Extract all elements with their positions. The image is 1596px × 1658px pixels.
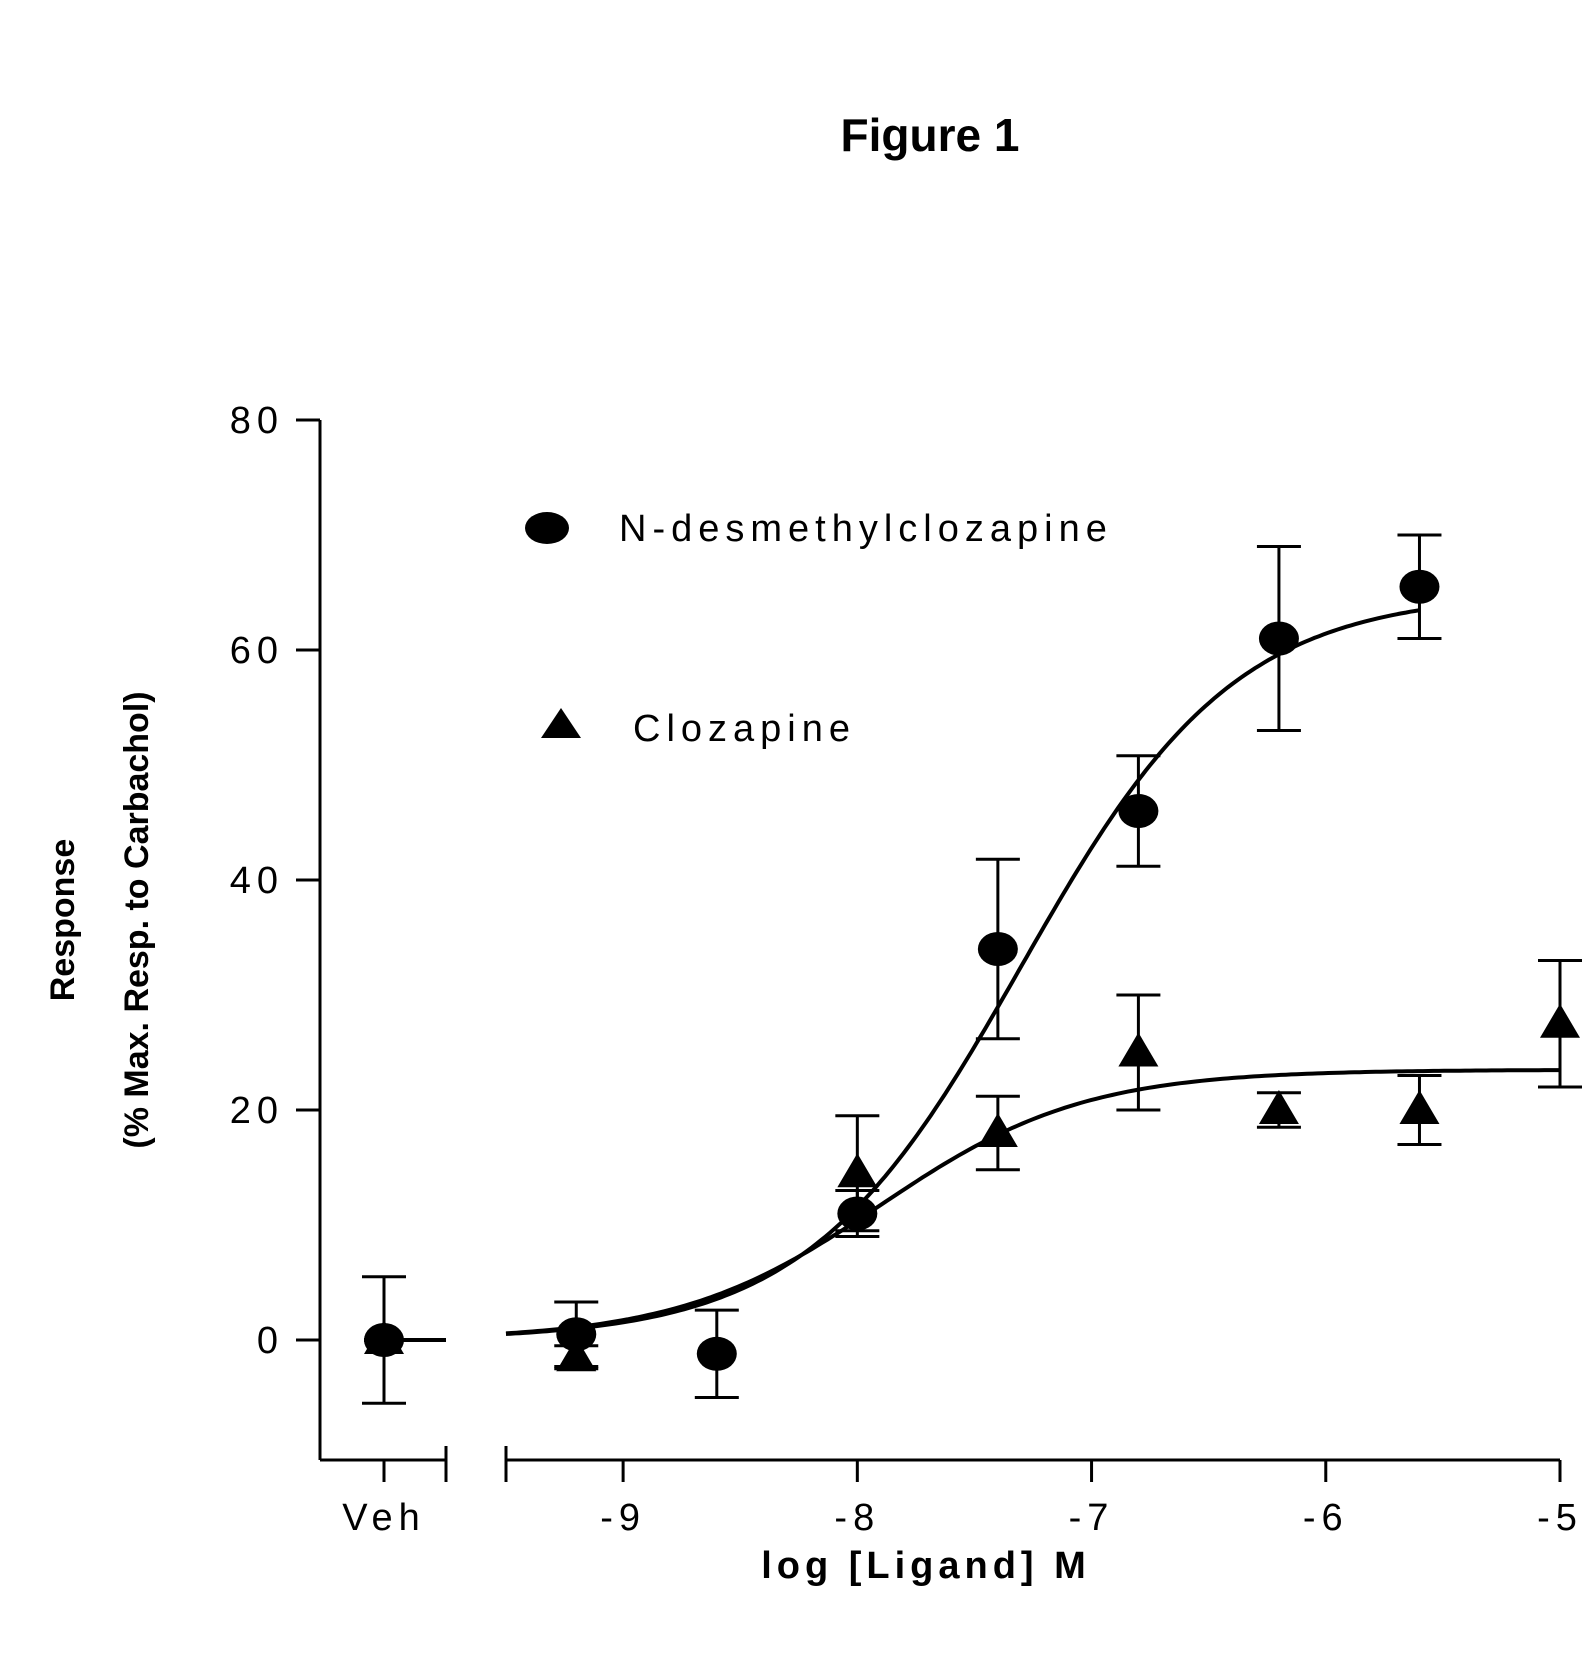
y-axis-title: Response — [44, 839, 82, 1002]
axes: 0 20 40 60 80 Veh -9 -8 -7 -6 -5 — [230, 400, 1583, 1539]
data-point-triangle — [1540, 1003, 1580, 1038]
legend: N-desmethylclozapine Clozapine — [525, 508, 1113, 750]
data-point-triangle — [977, 1113, 1018, 1147]
x-tick-label: -6 — [1303, 1497, 1349, 1539]
x-tick-label-veh: Veh — [342, 1497, 426, 1539]
y-axis-title-sub: (% Max. Resp. to Carbachol) — [118, 691, 156, 1148]
data-point-triangle — [1118, 1032, 1159, 1067]
data-point-circle — [1118, 794, 1159, 828]
x-tick-label: -8 — [834, 1497, 880, 1539]
y-tick-label: 0 — [257, 1320, 284, 1362]
data-point-triangle — [1258, 1090, 1299, 1124]
x-axis-title: log [Ligand] M — [761, 1545, 1091, 1587]
fit-curves — [364, 608, 1560, 1342]
fit-curve-clozapine — [505, 1068, 1560, 1336]
data-point-triangle — [837, 1153, 878, 1188]
data-point-circle — [696, 1336, 737, 1371]
data-point-triangle — [1399, 1090, 1440, 1124]
x-tick-label: -7 — [1069, 1497, 1115, 1539]
y-tick-label: 40 — [230, 860, 284, 902]
y-tick-label: 80 — [230, 400, 284, 442]
data-point-triangle — [364, 1320, 404, 1354]
data-point-circle — [556, 1317, 597, 1352]
x-tick-label: -5 — [1537, 1497, 1583, 1539]
legend-label: N-desmethylclozapine — [619, 508, 1113, 550]
legend-label: Clozapine — [633, 708, 856, 750]
fit-curve-n-desmethylclozapine — [505, 608, 1420, 1336]
legend-marker-circle — [525, 512, 569, 544]
data-point-circle — [1258, 621, 1299, 656]
x-tick-label: -9 — [600, 1497, 646, 1539]
legend-marker-triangle — [541, 708, 581, 738]
data-point-circle — [1399, 569, 1440, 604]
y-tick-label: 20 — [230, 1090, 284, 1132]
figure-title: Figure 1 — [840, 109, 1020, 161]
y-tick-label: 60 — [230, 630, 284, 672]
data-point-circle — [977, 932, 1018, 966]
data-point-triangle — [556, 1337, 597, 1372]
data-points — [362, 533, 1582, 1405]
